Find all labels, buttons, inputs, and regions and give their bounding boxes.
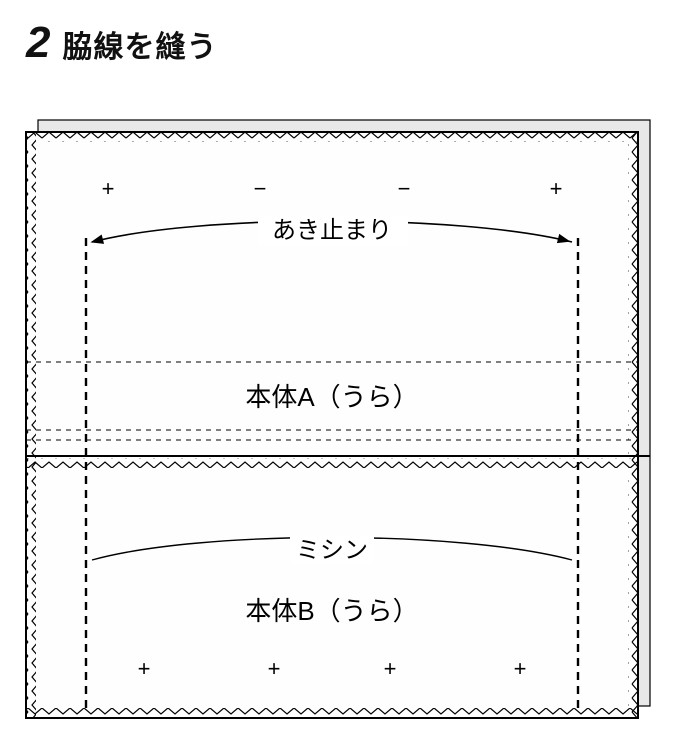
mark-top-0: + xyxy=(102,176,115,201)
header: 2 脇線を縫う xyxy=(26,18,217,68)
zigzag-left xyxy=(26,132,36,718)
opening-stop-label: あき止まり xyxy=(272,217,392,244)
mark-top-3: + xyxy=(550,176,563,201)
mark-top-1: − xyxy=(254,176,267,201)
sewing-diagram: あき止まり 本体A（うら） ミシン 本体B（うら） + − − + + + + … xyxy=(0,110,680,750)
mark-top-2: − xyxy=(398,176,411,201)
zigzag-top-a xyxy=(26,132,638,142)
zigzag-top-b xyxy=(26,458,638,468)
mark-bot-0: + xyxy=(138,656,151,681)
step-number: 2 xyxy=(26,18,50,68)
body-b-label: 本体B（うら） xyxy=(245,596,418,626)
step-title: 脇線を縫う xyxy=(62,22,217,66)
zigzag-right xyxy=(628,132,638,718)
body-a-label: 本体A（うら） xyxy=(245,382,418,412)
page: 2 脇線を縫う xyxy=(0,0,680,750)
zigzag-bottom-b xyxy=(26,708,638,718)
mark-bot-2: + xyxy=(384,656,397,681)
mark-bot-1: + xyxy=(268,656,281,681)
mark-bot-3: + xyxy=(514,656,527,681)
machine-label: ミシン xyxy=(296,537,368,564)
